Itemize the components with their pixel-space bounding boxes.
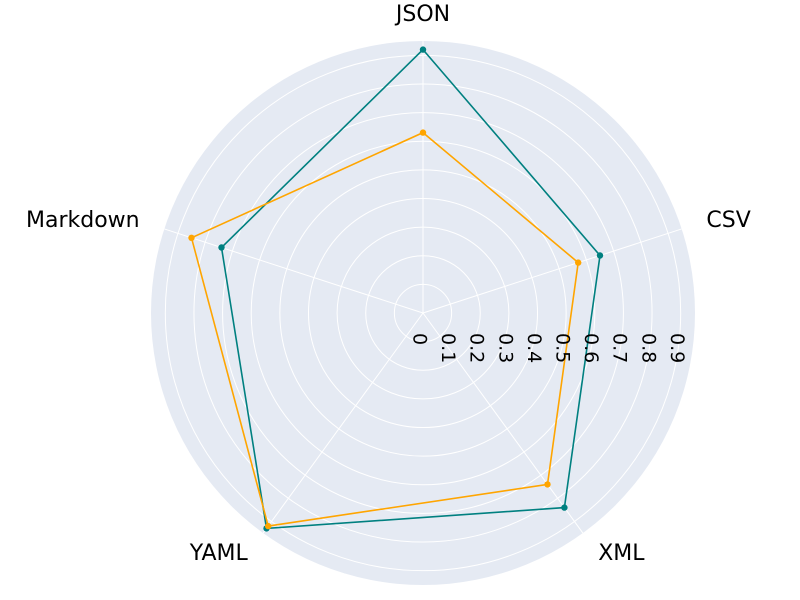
data-point [419, 46, 427, 53]
grid-spoke [262, 312, 424, 534]
series-2 [188, 129, 582, 530]
r-tick-label: 0.5 [552, 333, 574, 363]
grid [164, 41, 682, 572]
r-tick-label: 0 [409, 333, 431, 345]
data-point [265, 522, 272, 530]
category-label: XML [598, 541, 645, 566]
category-label: CSV [706, 208, 750, 233]
series-line [190, 131, 580, 527]
r-tick-label: 0.9 [666, 333, 688, 363]
data-point [596, 252, 604, 259]
series-layer [188, 46, 604, 532]
r-tick-label: 0.3 [494, 333, 516, 363]
category-label: JSON [394, 2, 450, 27]
data-point [188, 234, 195, 241]
grid-spoke [422, 312, 584, 534]
category-label: YAML [189, 541, 249, 566]
r-tick-label: 0.2 [466, 333, 488, 363]
data-point [419, 129, 427, 136]
grid-spoke [422, 228, 682, 314]
data-point [575, 259, 582, 266]
data-point [218, 244, 225, 251]
series-1 [218, 46, 604, 532]
grid-spoke [164, 228, 424, 314]
r-tick-label: 0.7 [609, 333, 631, 363]
series-line [220, 48, 601, 530]
data-point [561, 504, 568, 511]
category-label: Markdown [26, 208, 140, 233]
data-point [544, 481, 551, 488]
category-labels: JSON CSV XML YAML Markdown [26, 2, 751, 566]
r-tick-label: 0.4 [523, 333, 545, 363]
r-tick-label: 0.8 [637, 333, 659, 363]
r-tick-label: 0.1 [437, 333, 459, 363]
r-tick-label: 0.6 [580, 333, 602, 363]
radial-tick-labels: 0 0.1 0.2 0.3 0.4 0.5 0.6 0.7 0.8 0.9 [409, 333, 688, 363]
